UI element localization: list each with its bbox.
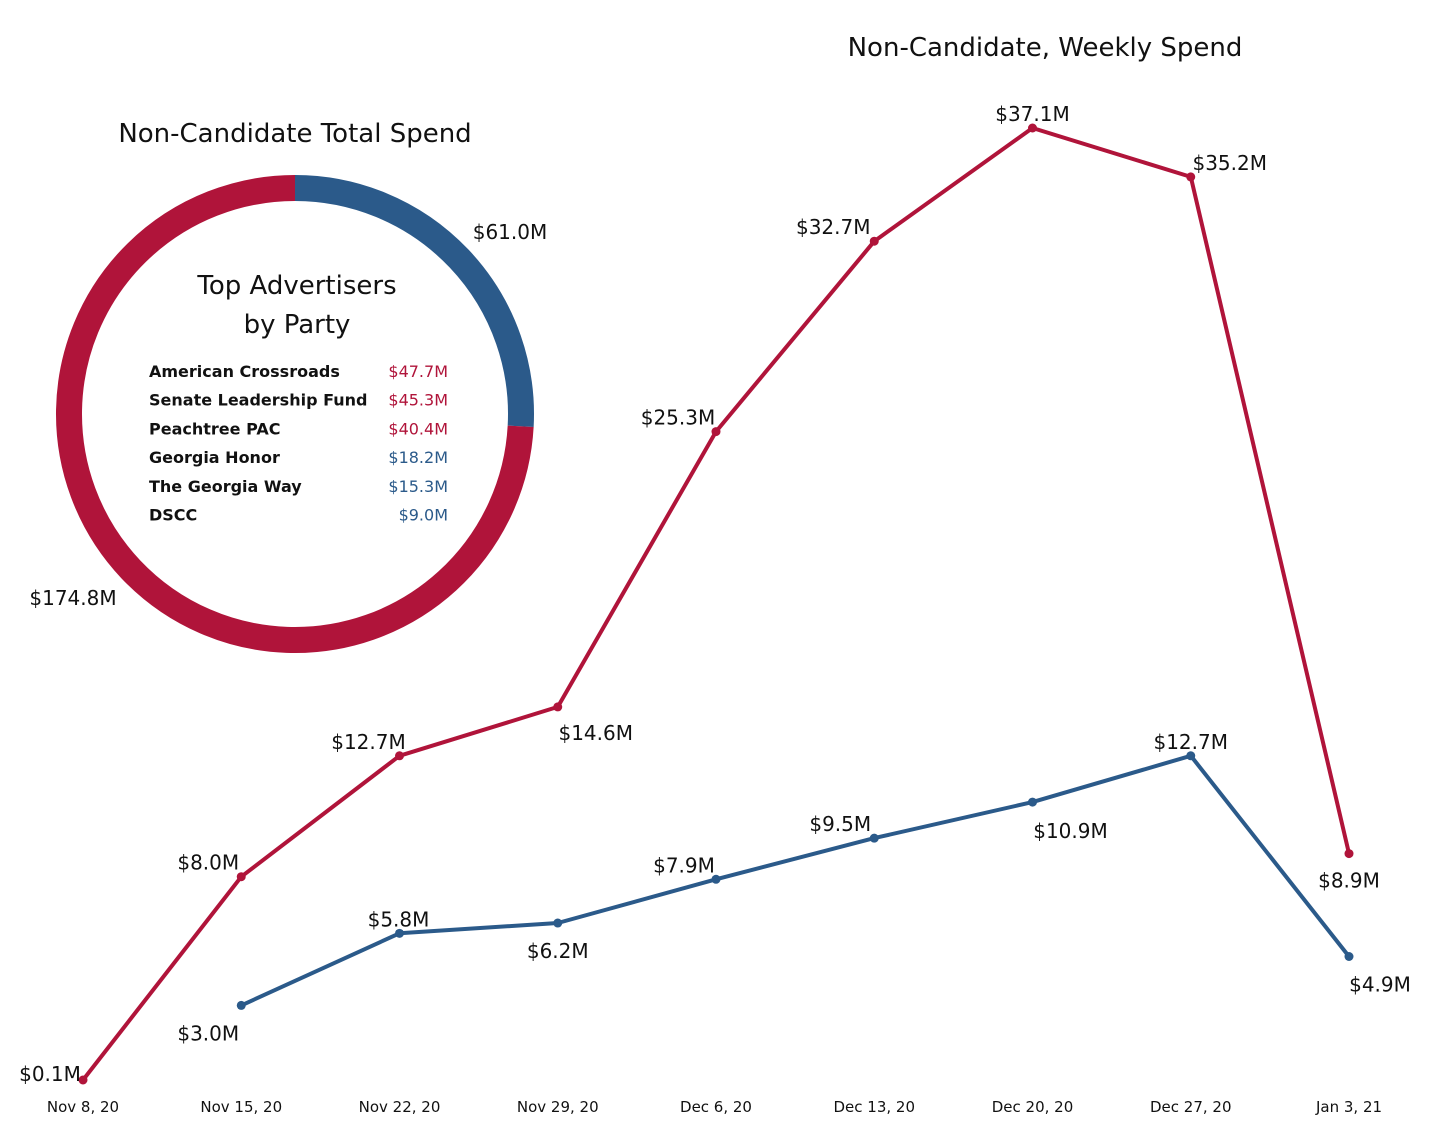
advertiser-name: Senate Leadership Fund (149, 391, 367, 410)
donut-label-republican: $174.8M (29, 586, 116, 610)
advertiser-name: The Georgia Way (149, 477, 302, 496)
x-tick-label: Nov 15, 20 (200, 1098, 282, 1116)
data-point (553, 702, 563, 712)
data-label: $6.2M (527, 939, 589, 963)
data-point (1344, 951, 1354, 961)
data-point (553, 918, 563, 928)
data-label: $32.7M (796, 215, 871, 239)
advertiser-row: DSCC $9.0M (149, 506, 448, 525)
data-point (78, 1075, 88, 1085)
data-label: $12.7M (331, 730, 406, 754)
data-point (1186, 172, 1196, 182)
donut-label-democratic: $61.0M (473, 220, 548, 244)
advertiser-row: American Crossroads $47.7M (149, 362, 448, 381)
data-point (869, 833, 879, 843)
data-label: $14.6M (558, 721, 633, 745)
advertiser-name: Peachtree PAC (149, 419, 280, 438)
x-tick-label: Dec 27, 20 (1150, 1098, 1232, 1116)
advertiser-value: $45.3M (388, 391, 448, 410)
data-label: $4.9M (1349, 972, 1411, 996)
data-point (236, 1000, 246, 1010)
data-point (869, 236, 879, 246)
data-label: $25.3M (641, 406, 716, 430)
data-point (1028, 123, 1037, 133)
data-point (711, 874, 721, 884)
donut-chart: Non-Candidate Total Spend $61.0M $174.8M To… (29, 119, 548, 653)
data-point (1186, 751, 1196, 761)
advertiser-value: $40.4M (388, 419, 448, 438)
advertiser-value: $15.3M (388, 477, 448, 496)
x-tick-label: Dec 13, 20 (833, 1098, 915, 1116)
advertiser-name: American Crossroads (149, 362, 340, 381)
advertiser-name: Georgia Honor (149, 448, 280, 467)
x-tick-label: Jan 3, 21 (1315, 1098, 1382, 1116)
data-label: $8.0M (177, 851, 239, 875)
donut-title: Non-Candidate Total Spend (118, 119, 471, 149)
x-tick-label: Dec 20, 20 (992, 1098, 1074, 1116)
x-axis: Nov 8, 20 Nov 15, 20 Nov 22, 20 Nov 29, 20 D… (47, 1098, 1382, 1116)
donut-slice-republican (56, 175, 534, 653)
x-tick-label: Nov 22, 20 (359, 1098, 441, 1116)
series-republican: $0.1M $8.0M $12.7M $14.6M $25.3M $32.7M $37.1M… (19, 102, 1380, 1086)
line-chart-title: Non-Candidate, Weekly Spend (848, 33, 1243, 63)
data-label: $7.9M (653, 853, 715, 877)
data-label: $35.2M (1192, 151, 1267, 175)
data-point (1344, 849, 1354, 859)
advertiser-value: $18.2M (388, 448, 448, 467)
advertiser-value: $9.0M (399, 506, 448, 525)
advertiser-value: $47.7M (388, 362, 448, 381)
data-point (395, 751, 404, 761)
data-point (1028, 797, 1037, 807)
x-tick-label: Nov 29, 20 (517, 1098, 599, 1116)
data-label: $3.0M (177, 1021, 239, 1045)
data-point (236, 872, 246, 882)
data-label: $10.9M (1033, 819, 1108, 843)
advertiser-row: Senate Leadership Fund $45.3M (149, 391, 448, 410)
advertiser-name: DSCC (149, 506, 197, 525)
advertiser-row: Georgia Honor $18.2M (149, 448, 448, 467)
data-label: $0.1M (19, 1062, 81, 1086)
data-label: $5.8M (368, 907, 430, 931)
center-title-line2: by Party (244, 310, 351, 340)
data-label: $37.1M (995, 102, 1070, 126)
advertiser-row: The Georgia Way $15.3M (149, 477, 448, 496)
series-democratic: $3.0M $5.8M $6.2M $7.9M $9.5M $10.9M $12.7M $4.… (177, 730, 1411, 1046)
x-tick-label: Nov 8, 20 (47, 1098, 119, 1116)
center-title-line1: Top Advertisers (196, 271, 396, 301)
donut-slice-democratic (294, 175, 534, 428)
advertiser-row: Peachtree PAC $40.4M (149, 419, 448, 438)
data-point (395, 928, 404, 938)
line-chart: $0.1M $8.0M $12.7M $14.6M $25.3M $32.7M $37.1M… (19, 102, 1411, 1086)
x-tick-label: Dec 6, 20 (680, 1098, 752, 1116)
data-label: $8.9M (1318, 869, 1380, 893)
data-label: $12.7M (1153, 730, 1228, 754)
data-point (711, 427, 721, 437)
top-advertisers-table: American Crossroads $47.7M Senate Leadersh… (149, 362, 448, 525)
data-label: $9.5M (809, 812, 871, 836)
series-line-democratic (240, 753, 1351, 1008)
